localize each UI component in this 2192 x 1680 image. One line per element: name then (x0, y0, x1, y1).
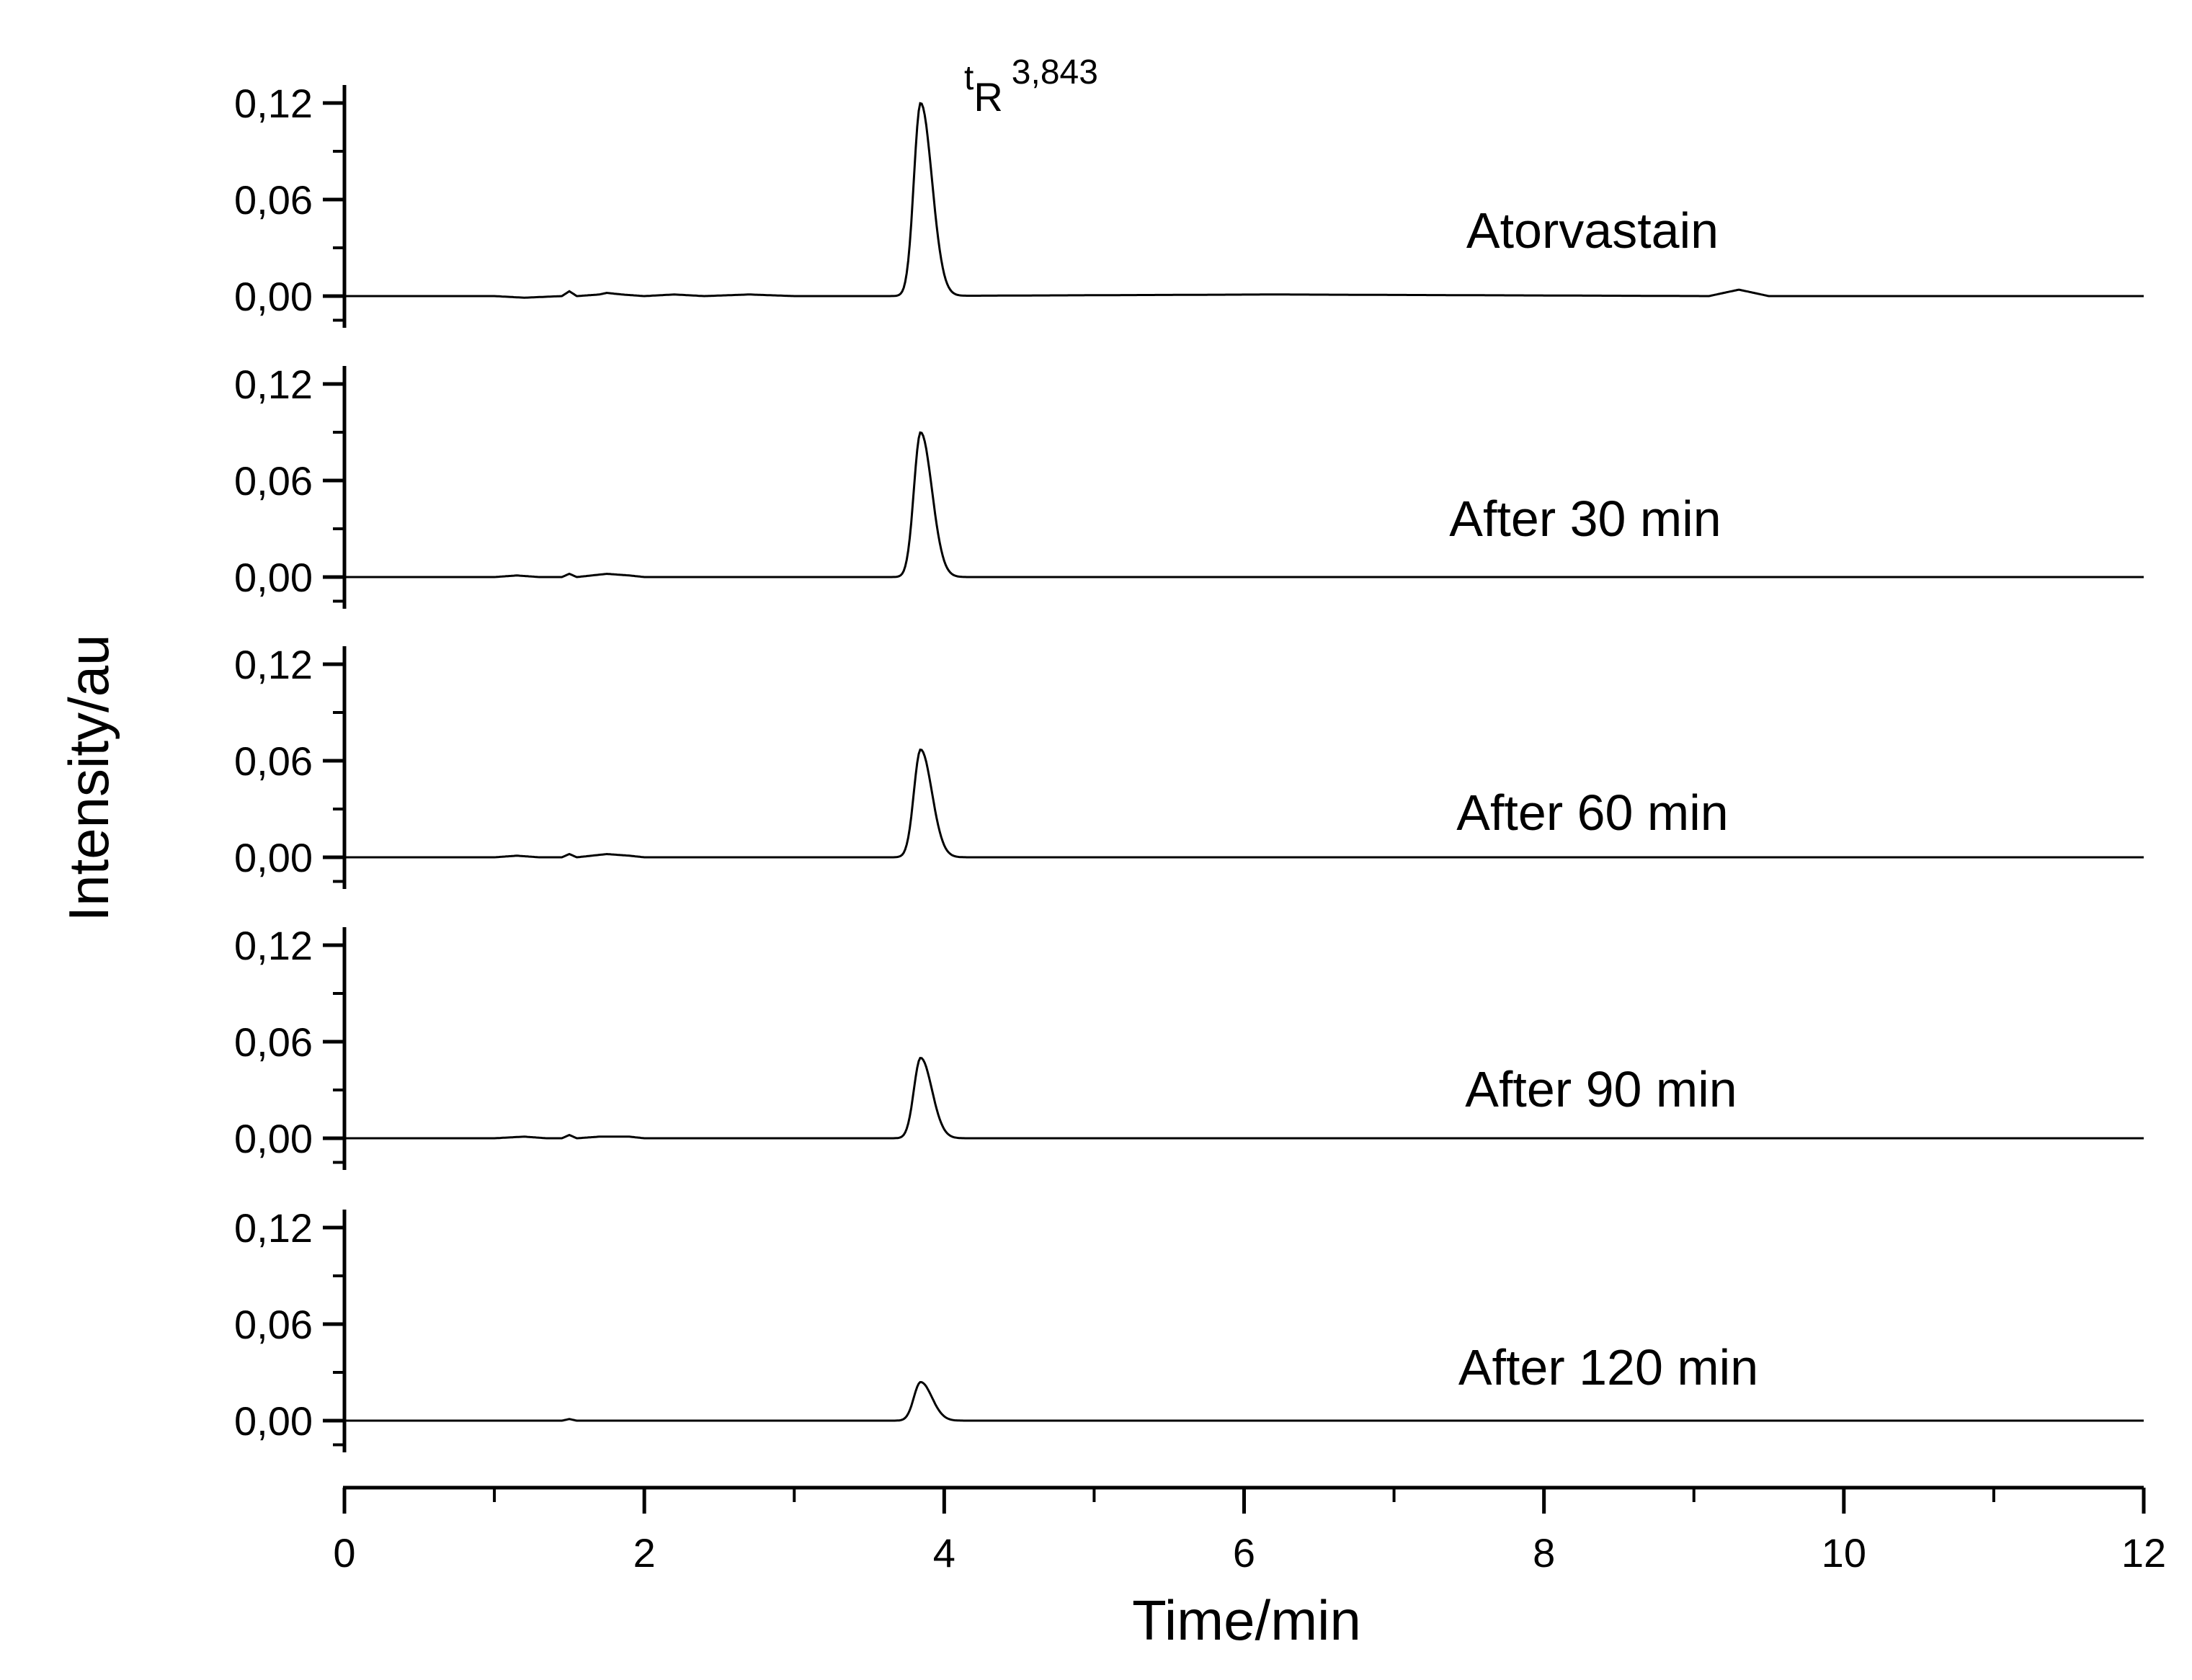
y-tick-label-panel-4: 0,06 (234, 1019, 313, 1065)
y-tick-label-panel-3: 0,06 (234, 738, 313, 784)
y-axis-title: Intensity/au (57, 635, 120, 922)
x-tick-label: 8 (1533, 1530, 1555, 1576)
x-tick-label: 0 (333, 1530, 355, 1576)
x-axis-title: Time/min (1132, 1589, 1361, 1652)
trace-label-panel-4: After 90 min (1465, 1061, 1737, 1117)
trace-label-panel-1: Atorvastain (1466, 202, 1719, 259)
y-tick-label-panel-1: 0,00 (234, 274, 313, 319)
trace-line-panel-2 (344, 431, 2144, 578)
trace-label-panel-5: After 120 min (1458, 1339, 1758, 1395)
trace-line-panel-3 (344, 749, 2144, 859)
y-tick-label-panel-2: 0,12 (234, 362, 313, 407)
trace-line-panel-1 (344, 102, 2144, 299)
x-tick-label: 4 (933, 1530, 955, 1576)
trace-line-panel-5 (344, 1380, 2144, 1422)
trace-label-panel-2: After 30 min (1449, 491, 1721, 547)
x-tick-label: 6 (1233, 1530, 1255, 1576)
y-tick-label-panel-2: 0,00 (234, 555, 313, 600)
x-tick-label: 10 (1822, 1530, 1866, 1576)
y-tick-label-panel-3: 0,00 (234, 835, 313, 880)
y-tick-label-panel-2: 0,06 (234, 458, 313, 504)
x-tick-label: 12 (2121, 1530, 2166, 1576)
y-tick-label-panel-4: 0,00 (234, 1116, 313, 1161)
y-tick-label-panel-4: 0,12 (234, 923, 313, 968)
y-tick-label-panel-1: 0,12 (234, 81, 313, 126)
annotation-prefix: t (964, 59, 974, 97)
trace-label-panel-3: After 60 min (1456, 785, 1728, 841)
y-tick-label-panel-5: 0,06 (234, 1302, 313, 1347)
y-tick-label-panel-5: 0,12 (234, 1205, 313, 1251)
x-tick-label: 2 (633, 1530, 656, 1576)
y-tick-label-panel-3: 0,12 (234, 642, 313, 687)
y-tick-label-panel-1: 0,06 (234, 177, 313, 223)
annotation-subscript: R (974, 74, 1002, 120)
retention-time-annotation: tR 3,843 (964, 53, 1098, 120)
trace-line-panel-4 (344, 1057, 2144, 1140)
y-tick-label-panel-5: 0,00 (234, 1398, 313, 1444)
annotation-value: 3,843 (1012, 53, 1098, 91)
